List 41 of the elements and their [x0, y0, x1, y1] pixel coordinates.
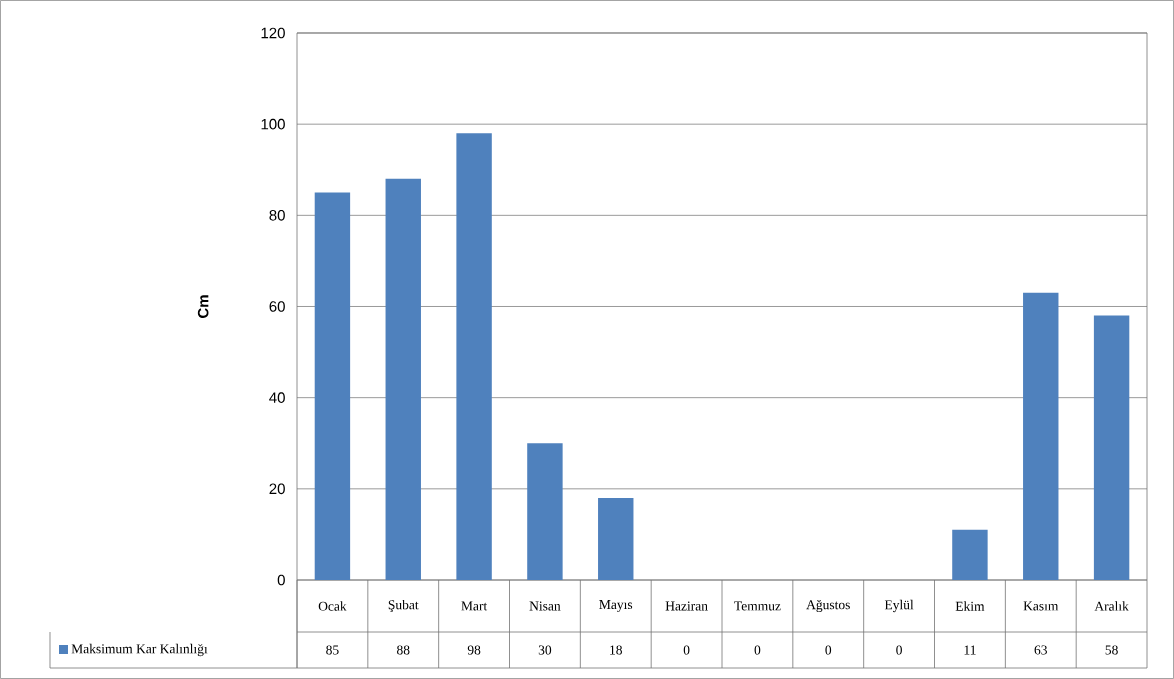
x-tick-label: Eylül	[884, 599, 914, 613]
y-tick-label: 100	[261, 118, 285, 130]
bar	[952, 529, 988, 580]
x-tick-label: Ağustos	[806, 599, 850, 613]
y-tick-label: 60	[269, 301, 285, 312]
bar	[1093, 315, 1130, 580]
data-label: 0	[825, 645, 832, 655]
y-axis-title: Cm	[197, 295, 209, 318]
data-label: 0	[896, 645, 902, 655]
x-tick-label: Aralık	[1094, 601, 1129, 611]
bar	[1023, 292, 1059, 580]
bar	[456, 133, 492, 580]
x-tick-label: Nisan	[529, 601, 561, 611]
bar	[598, 497, 634, 580]
x-tick-label: Mayıs	[599, 600, 633, 612]
data-label: 85	[326, 645, 339, 655]
data-label: 58	[1105, 645, 1118, 655]
x-tick-label: Temmuz	[734, 601, 781, 611]
x-tick-label: Ekim	[955, 601, 985, 611]
x-tick-label: Haziran	[665, 601, 708, 611]
data-label: 18	[610, 645, 622, 655]
data-label: 0	[683, 645, 690, 655]
y-tick-label: 0	[277, 574, 285, 586]
x-tick-label: Kasım	[1023, 601, 1059, 611]
data-label: 88	[397, 645, 410, 655]
y-tick-label: 20	[269, 483, 285, 495]
x-tick-label: Mart	[461, 601, 488, 611]
bar	[385, 178, 421, 580]
data-label: 63	[1034, 645, 1047, 655]
data-label: 98	[467, 645, 481, 655]
x-tick-label: Şubat	[388, 599, 419, 613]
legend-label: Maksimum Kar Kalınlığı	[71, 643, 208, 657]
data-label: 11	[964, 645, 976, 655]
data-label: 30	[538, 645, 552, 655]
y-tick-label: 40	[269, 392, 285, 403]
y-tick-label: 120	[261, 27, 285, 39]
bar	[314, 192, 351, 580]
x-tick-label: Ocak	[318, 601, 347, 611]
bar	[527, 443, 563, 580]
y-tick-label: 80	[269, 210, 285, 221]
data-label: 0	[754, 645, 761, 655]
